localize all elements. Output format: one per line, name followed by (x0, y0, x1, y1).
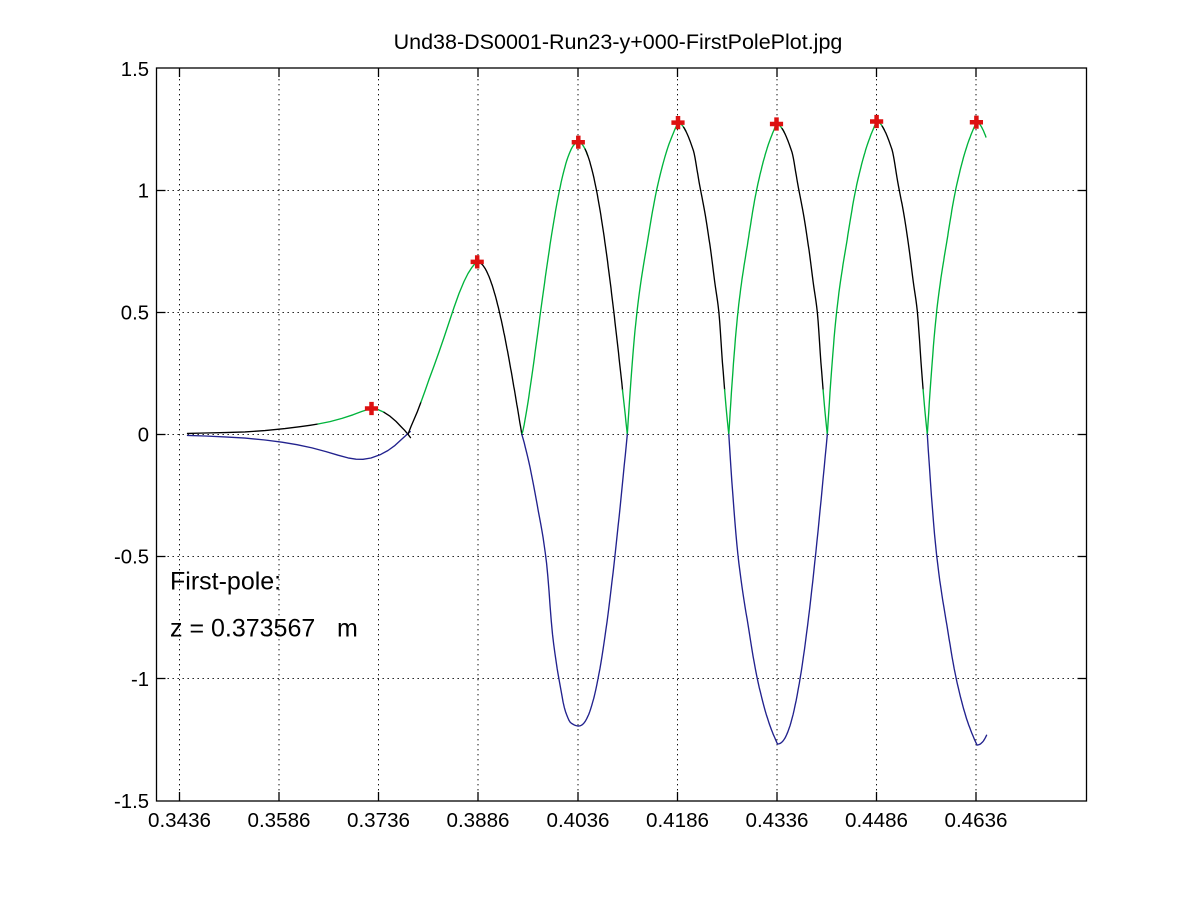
svg-text:1: 1 (138, 180, 149, 202)
svg-text:-1: -1 (131, 669, 149, 691)
svg-text:0.3736: 0.3736 (347, 809, 410, 832)
svg-text:z = 0.373567: z = 0.373567 (170, 615, 315, 643)
svg-text:0.3436: 0.3436 (148, 809, 211, 832)
svg-text:0.3586: 0.3586 (248, 809, 311, 832)
svg-text:0.4636: 0.4636 (945, 809, 1008, 832)
svg-text:1.5: 1.5 (121, 59, 149, 81)
svg-text:0.4336: 0.4336 (746, 809, 809, 832)
svg-text:0.4036: 0.4036 (547, 809, 610, 832)
svg-text:m: m (337, 615, 358, 643)
svg-text:-0.5: -0.5 (114, 547, 149, 569)
svg-text:0.4186: 0.4186 (646, 809, 709, 832)
svg-text:0.5: 0.5 (121, 303, 149, 325)
svg-text:0: 0 (138, 425, 149, 447)
svg-text:First-pole:: First-pole: (170, 568, 281, 596)
svg-text:0.4486: 0.4486 (845, 809, 908, 832)
svg-text:-1.5: -1.5 (114, 791, 149, 813)
svg-text:Und38-DS0001-Run23-y+000-First: Und38-DS0001-Run23-y+000-FirstPolePlot.j… (394, 30, 843, 54)
svg-text:0.3886: 0.3886 (447, 809, 510, 832)
